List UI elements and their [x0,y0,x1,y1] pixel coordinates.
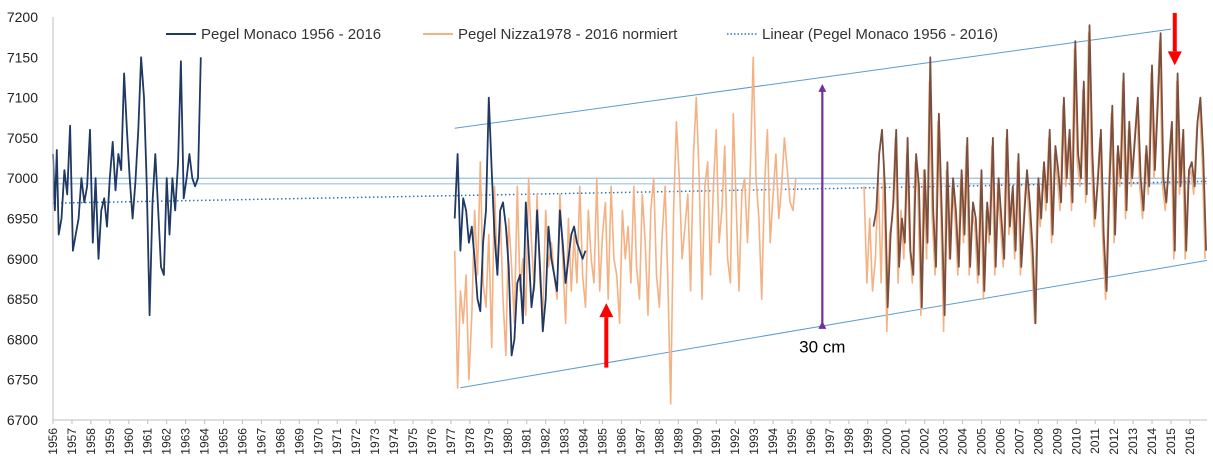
overlap-series-group [453,24,1207,357]
x-tick-label-1970: 1970 [311,428,325,455]
x-tick-label-1972: 1972 [349,428,363,455]
x-tick-label-1993: 1993 [747,428,761,455]
channel-line-0 [454,28,1172,129]
x-tick-label-2006: 2006 [993,428,1007,455]
x-tick-label-2016: 2016 [1183,428,1197,455]
x-tick-label-1974: 1974 [387,428,401,455]
x-tick-label-1958: 1958 [84,428,98,455]
x-tick-label-2015: 2015 [1164,428,1178,455]
x-tick-label-1983: 1983 [558,428,572,455]
x-tick-label-1967: 1967 [254,428,268,455]
axes [52,17,1207,424]
x-tick-label-2000: 2000 [880,428,894,455]
x-tick-label-2009: 2009 [1050,428,1064,455]
x-tick-label-2002: 2002 [918,428,932,455]
legend-label-trend: Linear (Pegel Monaco 1956 - 2016) [762,26,998,43]
trend-line [52,180,1208,204]
x-tick-label-1984: 1984 [577,428,591,455]
y-tick-label-7100: 7100 [7,90,38,106]
x-tick-label-1956: 1956 [46,428,60,455]
x-tick-label-1989: 1989 [671,428,685,455]
x-tick-label-1978: 1978 [463,428,477,455]
series-monaco-line-0 [52,56,202,317]
x-tick-label-1968: 1968 [273,428,287,455]
x-tick-label-1999: 1999 [861,428,875,455]
x-tick-label-2004: 2004 [956,428,970,455]
series-nizza-line-0 [453,56,797,405]
x-tick-label-1982: 1982 [539,428,553,455]
x-tick-label-1990: 1990 [690,428,704,455]
y-tick-label-7200: 7200 [7,9,38,25]
x-tick-label-1992: 1992 [728,428,742,455]
x-tick-labels: 1956 1957 1958 1959 1960 1961 1962 1963 1964 1965… [46,428,1197,455]
y-tick-label-6900: 6900 [7,251,38,267]
y-tick-label-6750: 6750 [7,372,38,388]
y-tick-label-7050: 7050 [7,130,38,146]
x-tick-label-1998: 1998 [842,428,856,455]
x-tick-label-2007: 2007 [1012,428,1026,455]
y-tick-label-6800: 6800 [7,331,38,347]
x-tick-label-1963: 1963 [179,428,193,455]
x-tick-label-1987: 1987 [633,428,647,455]
x-tick-label-1966: 1966 [235,428,249,455]
x-tick-label-1975: 1975 [406,428,420,455]
y-tick-label-7150: 7150 [7,49,38,65]
x-tick-label-1980: 1980 [501,428,515,455]
x-tick-label-2003: 2003 [937,428,951,455]
x-tick-label-2012: 2012 [1107,428,1121,455]
series-overlap-line-0 [453,96,587,357]
x-tick-label-1997: 1997 [823,428,837,455]
x-tick-label-2014: 2014 [1145,428,1159,455]
x-tick-label-1979: 1979 [482,428,496,455]
y-tick-label-7000: 7000 [7,170,38,186]
x-tick-label-2005: 2005 [975,428,989,455]
x-tick-label-1969: 1969 [292,428,306,455]
x-tick-label-1961: 1961 [141,428,155,455]
y-tick-labels: 6700 6750 6800 6850 6900 6950 7000 7050 7100 7150… [7,9,38,428]
x-tick-label-1994: 1994 [766,428,780,455]
x-tick-label-2001: 2001 [899,428,913,455]
annotations: 30 cm [599,12,1182,368]
trend-line-group [52,180,1208,204]
x-tick-label-1977: 1977 [444,428,458,455]
y-tick-label-6950: 6950 [7,211,38,227]
x-tick-label-1959: 1959 [103,428,117,455]
y-tick-label-6700: 6700 [7,412,38,428]
x-tick-label-1985: 1985 [596,428,610,455]
x-tick-label-1960: 1960 [122,428,136,455]
x-tick-label-1973: 1973 [368,428,382,455]
x-tick-label-1991: 1991 [709,428,723,455]
x-tick-label-1986: 1986 [614,428,628,455]
x-tick-label-1962: 1962 [160,428,174,455]
x-tick-label-2008: 2008 [1031,428,1045,455]
channel-lines [454,28,1208,389]
x-tick-label-1965: 1965 [217,428,231,455]
x-tick-label-1996: 1996 [804,428,818,455]
legend: Pegel Monaco 1956 - 2016 Pegel Nizza1978… [166,26,998,43]
legend-label-nizza: Pegel Nizza1978 - 2016 normiert [458,26,678,43]
x-tick-label-1976: 1976 [425,428,439,455]
x-tick-label-1957: 1957 [65,428,79,455]
red-arrow-head-0 [599,303,614,318]
legend-label-monaco: Pegel Monaco 1956 - 2016 [201,26,381,43]
x-tick-label-1971: 1971 [330,428,344,455]
reference-lines [53,177,1207,185]
x-tick-label-1981: 1981 [520,428,534,455]
annotation-text: 30 cm [799,337,845,356]
x-tick-label-2010: 2010 [1069,428,1083,455]
x-tick-label-1964: 1964 [198,428,212,455]
x-tick-label-1995: 1995 [785,428,799,455]
x-tick-label-2011: 2011 [1088,428,1102,454]
monaco-series-group [52,56,202,317]
y-tick-label-6850: 6850 [7,291,38,307]
x-tick-label-2013: 2013 [1126,428,1140,455]
channel-line-1 [460,259,1208,389]
series-overlap-line-1 [872,24,1207,325]
x-tick-label-1988: 1988 [652,428,666,455]
red-arrow-head-1 [1167,51,1182,66]
